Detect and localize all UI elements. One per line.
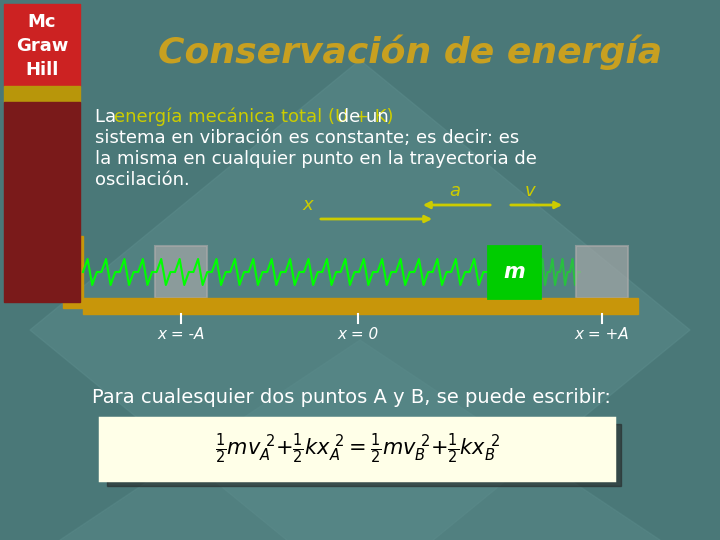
Bar — [100, 418, 614, 480]
Text: Hill: Hill — [25, 61, 59, 79]
Text: x: x — [302, 196, 313, 214]
Bar — [4, 4, 80, 86]
Text: La: La — [95, 108, 122, 126]
Text: Para cualesquier dos puntos A y B, se puede escribir:: Para cualesquier dos puntos A y B, se pu… — [92, 388, 611, 407]
Bar — [155, 246, 207, 298]
Text: la misma en cualquier punto en la trayectoria de: la misma en cualquier punto en la trayec… — [95, 150, 537, 168]
Text: x = +A: x = +A — [575, 327, 629, 342]
Polygon shape — [60, 340, 660, 540]
Bar — [488, 246, 540, 298]
Text: a: a — [449, 182, 461, 200]
Text: v: v — [525, 182, 535, 200]
Text: $\frac{1}{2}mv_A^{\ 2}$$ + $$\frac{1}{2}kx_A^{\ 2}$$ = $$\frac{1}{2}mv_B^{\ 2}$$: $\frac{1}{2}mv_A^{\ 2}$$ + $$\frac{1}{2}… — [215, 432, 500, 466]
Text: sistema en vibración es constante; es decir: es: sistema en vibración es constante; es de… — [95, 129, 519, 147]
Bar — [83, 298, 638, 314]
Bar — [63, 236, 83, 308]
Text: m: m — [503, 262, 525, 282]
Text: energía mecánica total (U + K): energía mecánica total (U + K) — [114, 108, 394, 126]
Polygon shape — [30, 60, 690, 540]
Bar — [576, 246, 628, 298]
Text: x = 0: x = 0 — [338, 327, 379, 342]
Text: Conservación de energía: Conservación de energía — [158, 34, 662, 70]
Bar — [4, 86, 80, 102]
Text: Graw: Graw — [16, 37, 68, 55]
Text: x = -A: x = -A — [157, 327, 204, 342]
Bar — [107, 424, 621, 486]
Bar — [4, 102, 80, 302]
Text: de un: de un — [332, 108, 389, 126]
Text: oscilación.: oscilación. — [95, 171, 190, 189]
Text: Mc: Mc — [28, 13, 56, 31]
